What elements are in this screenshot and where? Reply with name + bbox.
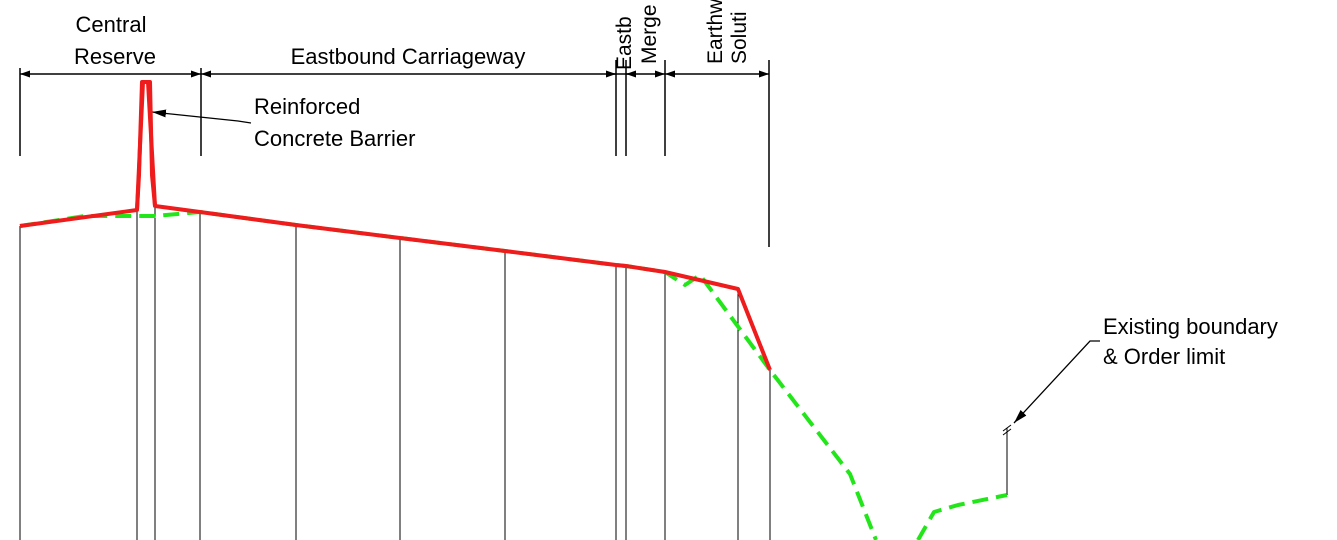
label-eastbound-merge-line1: Eastb	[613, 16, 636, 70]
boundary-leader-arrow	[1013, 340, 1100, 424]
boundary-post	[1002, 424, 1012, 495]
barrier-leader-arrow	[151, 109, 252, 124]
label-central-reserve-line1: Central	[76, 12, 147, 37]
section-verticals	[19, 208, 771, 540]
label-barrier-line1: Reinforced	[254, 94, 360, 119]
label-earthworks-line2: Soluti	[728, 11, 751, 64]
label-barrier-line2: Concrete Barrier	[254, 126, 415, 151]
dimension-extension-lines	[19, 60, 770, 247]
label-eastbound-carriageway: Eastbound Carriageway	[291, 44, 526, 69]
existing-ground-line-right	[916, 493, 1008, 540]
label-central-reserve-line2: Reserve	[74, 44, 156, 69]
label-boundary-line1: Existing boundary	[1103, 314, 1278, 339]
label-earthworks-line1: Earthw	[704, 0, 727, 64]
label-boundary-line2: & Order limit	[1103, 344, 1225, 369]
existing-ground-line	[19, 210, 878, 540]
label-eastbound-merge-line2: Merge	[638, 4, 661, 64]
concrete-barrier	[135, 80, 157, 211]
